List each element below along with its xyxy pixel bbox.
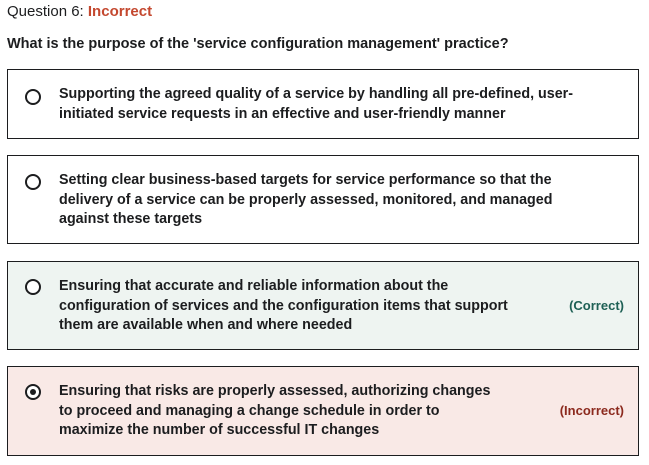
correct-feedback-label: (Correct) xyxy=(569,298,624,313)
question-header: Question 6: Incorrect xyxy=(7,3,152,21)
answer-option-2[interactable]: Setting clear business-based targets for… xyxy=(7,155,639,244)
answer-option-text: Supporting the agreed quality of a servi… xyxy=(59,86,573,122)
question-number: Question 6: xyxy=(7,3,84,20)
radio-unselected-icon[interactable] xyxy=(25,279,41,295)
answer-option-4[interactable]: Ensuring that risks are properly assesse… xyxy=(7,366,639,456)
radio-selected-icon[interactable] xyxy=(25,384,41,400)
answer-option-1[interactable]: Supporting the agreed quality of a servi… xyxy=(7,69,639,139)
radio-dot-icon xyxy=(30,389,36,395)
radio-unselected-icon[interactable] xyxy=(25,174,41,190)
incorrect-feedback-label: (Incorrect) xyxy=(559,403,624,418)
answer-option-text: Setting clear business-based targets for… xyxy=(59,172,553,227)
radio-unselected-icon[interactable] xyxy=(25,89,41,105)
answer-option-text: Ensuring that accurate and reliable info… xyxy=(59,278,508,333)
question-text: What is the purpose of the 'service conf… xyxy=(7,36,509,52)
answer-option-text: Ensuring that risks are properly assesse… xyxy=(59,383,491,438)
answer-option-3[interactable]: Ensuring that accurate and reliable info… xyxy=(7,261,639,350)
question-status: Incorrect xyxy=(87,3,153,20)
